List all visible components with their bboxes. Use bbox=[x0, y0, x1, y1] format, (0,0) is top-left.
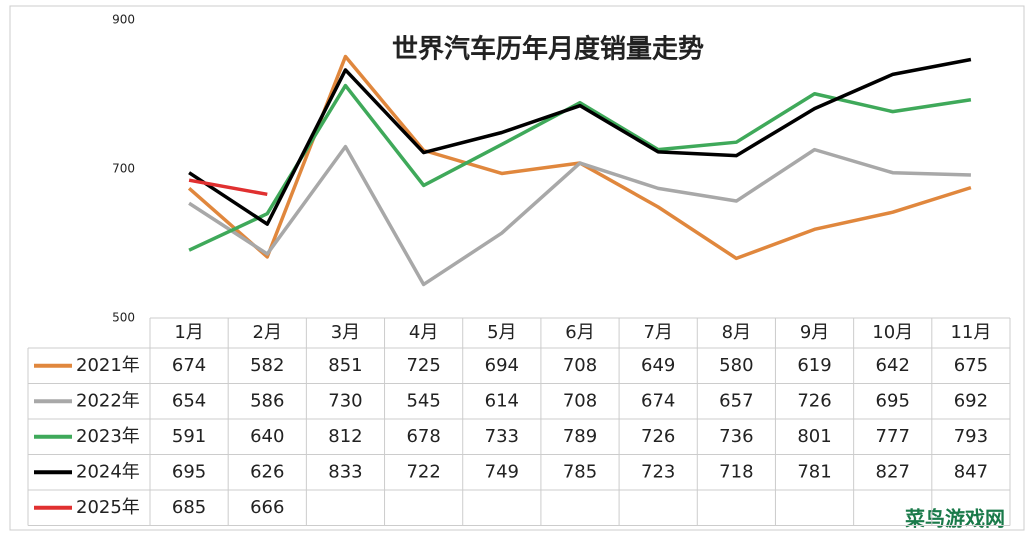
table-cell: 726 bbox=[797, 390, 831, 411]
table-cell: 694 bbox=[485, 355, 519, 376]
table-cell: 640 bbox=[250, 426, 284, 447]
table-cell: 619 bbox=[797, 355, 831, 376]
table-cell: 726 bbox=[641, 426, 675, 447]
x-tick-label: 9月 bbox=[800, 322, 829, 343]
table-cell: 642 bbox=[876, 355, 910, 376]
table-cell: 723 bbox=[641, 461, 675, 482]
table-cell: 708 bbox=[563, 355, 597, 376]
table-cell: 722 bbox=[406, 461, 440, 482]
frame bbox=[9, 5, 1025, 531]
y-tick-label: 900 bbox=[112, 13, 135, 27]
x-tick-label: 4月 bbox=[409, 322, 438, 343]
y-tick-label: 700 bbox=[112, 162, 135, 176]
x-tick-label: 10月 bbox=[872, 322, 913, 343]
table-cell: 582 bbox=[250, 355, 284, 376]
table-cell: 675 bbox=[954, 355, 988, 376]
legend-label: 2021年 bbox=[76, 355, 140, 376]
table-cell: 812 bbox=[328, 426, 362, 447]
table-cell: 718 bbox=[719, 461, 753, 482]
table-cell: 749 bbox=[485, 461, 519, 482]
y-tick-label: 500 bbox=[112, 311, 135, 325]
table-cell: 545 bbox=[406, 390, 440, 411]
x-tick-label: 3月 bbox=[331, 322, 360, 343]
table-cell: 781 bbox=[797, 461, 831, 482]
table-cell: 733 bbox=[485, 426, 519, 447]
x-tick-label: 11月 bbox=[950, 322, 991, 343]
table-cell: 580 bbox=[719, 355, 753, 376]
x-tick-label: 7月 bbox=[643, 322, 672, 343]
x-tick-label: 5月 bbox=[487, 322, 516, 343]
table-cell: 695 bbox=[172, 461, 206, 482]
table-cell: 847 bbox=[954, 461, 988, 482]
table-cell: 777 bbox=[876, 426, 910, 447]
table-cell: 674 bbox=[172, 355, 206, 376]
x-tick-label: 6月 bbox=[565, 322, 594, 343]
x-tick-label: 1月 bbox=[174, 322, 203, 343]
table-cell: 793 bbox=[954, 426, 988, 447]
table-cell: 736 bbox=[719, 426, 753, 447]
table-cell: 614 bbox=[485, 390, 519, 411]
table-cell: 678 bbox=[406, 426, 440, 447]
table-cell: 827 bbox=[876, 461, 910, 482]
table-cell: 591 bbox=[172, 426, 206, 447]
table-cell: 649 bbox=[641, 355, 675, 376]
line bbox=[188, 83, 972, 252]
table-cell: 685 bbox=[172, 497, 206, 518]
table-cell: 801 bbox=[797, 426, 831, 447]
table-cell: 695 bbox=[876, 390, 910, 411]
line bbox=[188, 178, 268, 197]
table-cell: 586 bbox=[250, 390, 284, 411]
table-cell: 725 bbox=[406, 355, 440, 376]
legend-label: 2025年 bbox=[76, 497, 140, 518]
table-cell: 657 bbox=[719, 390, 753, 411]
table-cell: 708 bbox=[563, 390, 597, 411]
table-cell: 674 bbox=[641, 390, 675, 411]
table-cell: 626 bbox=[250, 461, 284, 482]
table-cell: 785 bbox=[563, 461, 597, 482]
watermark: 菜鸟游戏网 bbox=[904, 507, 1005, 531]
legend-label: 2023年 bbox=[76, 426, 140, 447]
x-tick-label: 8月 bbox=[722, 322, 751, 343]
chart-title: 世界汽车历年月度销量走势 bbox=[392, 34, 704, 65]
table-cell: 833 bbox=[328, 461, 362, 482]
legend-label: 2024年 bbox=[76, 461, 140, 482]
legend-label: 2022年 bbox=[76, 390, 140, 411]
table-cell: 654 bbox=[172, 390, 206, 411]
table-cell: 666 bbox=[250, 497, 284, 518]
table-cell: 692 bbox=[954, 390, 988, 411]
table-cell: 730 bbox=[328, 390, 362, 411]
line bbox=[188, 57, 972, 226]
x-tick-label: 2月 bbox=[253, 322, 282, 343]
line bbox=[188, 144, 971, 287]
table-cell: 789 bbox=[563, 426, 597, 447]
table-cell: 851 bbox=[328, 355, 362, 376]
line bbox=[187, 54, 972, 261]
